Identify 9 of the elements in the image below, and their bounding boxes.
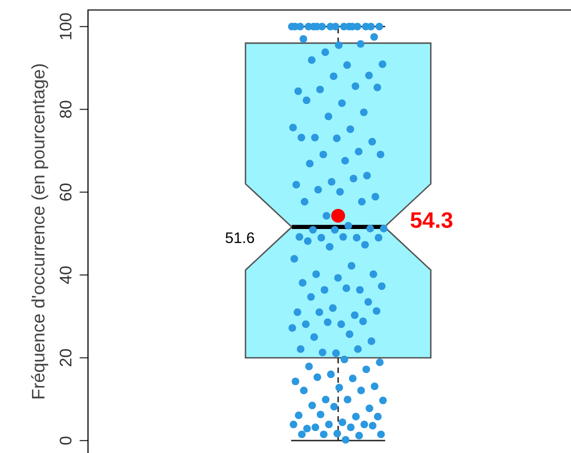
annotation: 51.6 xyxy=(226,232,254,244)
y-tick-label: 40 xyxy=(60,266,72,284)
y-axis-title: Fréquence d'occurrence (en pourcentage) xyxy=(31,64,48,398)
y-tick-label: 60 xyxy=(60,184,72,201)
y-tick-label: 0 xyxy=(60,436,72,445)
annotation: 54.3 xyxy=(410,212,452,228)
y-tick-label: 80 xyxy=(60,100,72,118)
y-tick-label: 100 xyxy=(60,13,72,40)
y-tick-label: 20 xyxy=(60,349,72,366)
